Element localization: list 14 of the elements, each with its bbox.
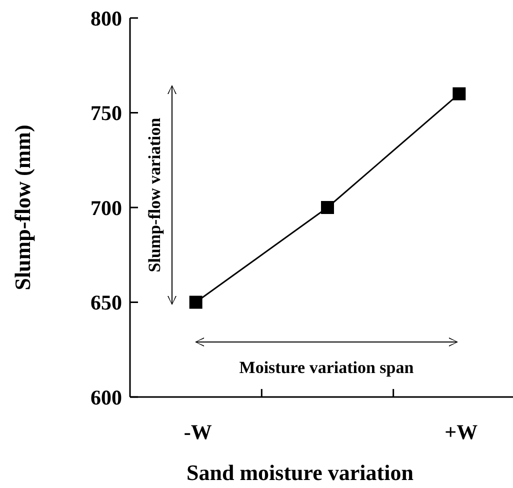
y-tick-label: 800 xyxy=(90,6,122,30)
y-tick-label: 750 xyxy=(90,101,122,126)
annotation: Moisture variation span xyxy=(239,358,414,377)
x-tick-label: +W xyxy=(444,420,478,444)
y-tick-label: 700 xyxy=(90,196,122,220)
x-tick-label: -W xyxy=(184,420,212,444)
x-axis-title: Sand moisture variation xyxy=(186,460,414,485)
point xyxy=(452,87,466,100)
point xyxy=(321,201,334,214)
y-tick-label: 600 xyxy=(90,385,122,410)
y-axis-title: Slump-flow (mm) xyxy=(10,124,35,290)
y-tick-label: 650 xyxy=(90,290,122,315)
point xyxy=(189,296,202,309)
annotation: Slump-flow variation xyxy=(145,117,164,272)
